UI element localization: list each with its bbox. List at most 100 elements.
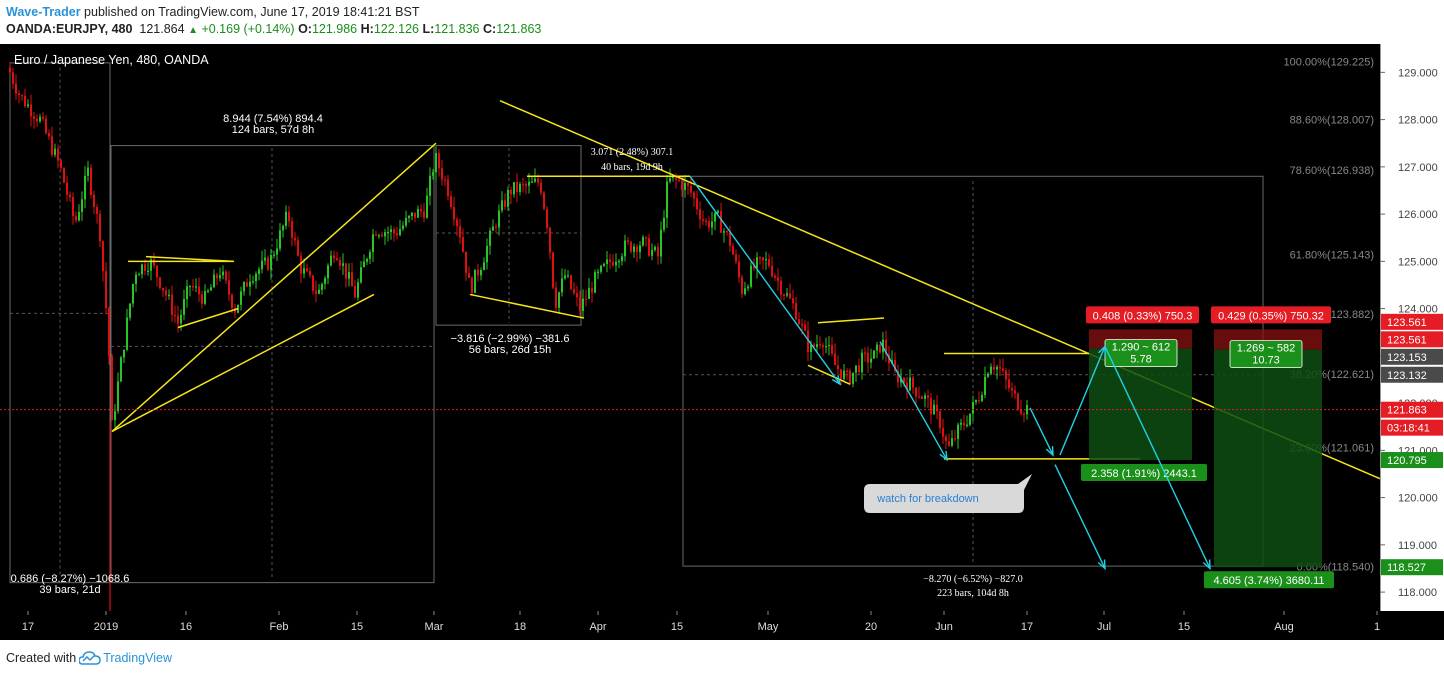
candle-body (624, 240, 626, 257)
candle-body (177, 315, 179, 324)
candle-body (732, 245, 734, 255)
candle-body (399, 228, 401, 236)
candle-body (276, 248, 278, 255)
candle-body (531, 181, 533, 183)
price-chart[interactable]: 129.000 128.000 127.000 126.000 125.000 124.0… (0, 44, 1444, 640)
candle-body (975, 400, 977, 403)
candle-body (996, 366, 998, 370)
candle-body (348, 272, 350, 279)
candle-body (978, 400, 980, 402)
time-tick-label: 15 (671, 621, 683, 633)
price-change: +0.169 (+0.14%) (201, 22, 295, 36)
candle-body (117, 381, 119, 412)
candle-body (450, 196, 452, 208)
candle-body (33, 116, 35, 119)
candle-body (894, 360, 896, 371)
price-tick-label: 129.000 (1398, 67, 1438, 79)
candle-body (153, 259, 155, 266)
candle-body (1005, 370, 1007, 380)
candle-body (159, 277, 161, 288)
tradingview-link[interactable]: TradingView (103, 651, 172, 665)
chart-title: Euro / Japanese Yen, 480, OANDA (14, 53, 209, 67)
candle-body (585, 298, 587, 300)
candle-body (852, 372, 854, 384)
price-tag-bg (1381, 366, 1443, 383)
candle-body (165, 290, 167, 296)
candle-body (561, 278, 563, 293)
candle-body (717, 210, 719, 213)
candle-body (564, 275, 566, 279)
trend-line (111, 142, 437, 433)
candle-body (207, 290, 209, 292)
candle-body (936, 404, 938, 412)
candle-body (24, 95, 26, 107)
time-tick-label: 2019 (94, 621, 118, 633)
candle-body (885, 339, 887, 355)
candle-body (759, 257, 761, 259)
candle-body (78, 211, 80, 221)
trend-line (469, 293, 585, 319)
close-value: 121.863 (496, 22, 542, 36)
candle-body (447, 179, 449, 197)
candle-body (855, 365, 857, 373)
fib-level-label: 61.80%(125.143) (1290, 250, 1374, 262)
candle-body (729, 232, 731, 246)
candle-body (438, 153, 440, 169)
created-with-text: Created with (6, 651, 77, 665)
candle-body (318, 289, 320, 294)
candle-body (630, 241, 632, 252)
candle-body (642, 237, 644, 246)
time-tick-label: May (758, 621, 779, 633)
candle-body (336, 258, 338, 261)
candle-body (18, 93, 20, 96)
projection-arrow (1029, 407, 1054, 456)
candle-body (273, 254, 275, 256)
candle-body (753, 265, 755, 269)
candle-body (180, 314, 182, 324)
candle-body (555, 287, 557, 308)
position-stop-label-bg (1211, 306, 1331, 324)
fib-level-label: 78.60%(126.938) (1290, 165, 1374, 177)
candle-body (204, 291, 206, 304)
candle-body (501, 200, 503, 211)
price-tag: 03:18:41 (1387, 423, 1430, 435)
candle-body (699, 209, 701, 220)
candle-body (66, 182, 68, 195)
position-qty: 10.73 (1252, 355, 1280, 367)
candle-body (657, 247, 659, 257)
candle-body (597, 271, 599, 273)
candle-body (510, 189, 512, 195)
symbol-label: OANDA:EURJPY, 480 (6, 22, 133, 36)
candle-body (174, 314, 176, 317)
candle-body (654, 247, 656, 251)
candle-body (144, 264, 146, 271)
candle-body (756, 257, 758, 269)
candle-body (294, 237, 296, 241)
candle-body (339, 260, 341, 266)
candle-body (780, 280, 782, 295)
time-tick-label: Feb (270, 621, 289, 633)
candle-body (300, 255, 302, 274)
candle-body (960, 422, 962, 425)
price-tick-label: 126.000 (1398, 209, 1438, 221)
candle-body (345, 263, 347, 279)
candle-body (162, 287, 164, 291)
symbol-info: OANDA:EURJPY, 480 121.864 ▲ +0.169 (+0.1… (6, 22, 541, 36)
candle-body (819, 344, 821, 346)
candle-body (486, 245, 488, 263)
candle-body (333, 255, 335, 259)
candle-body (189, 285, 191, 288)
candle-body (627, 240, 629, 242)
published-text: published on TradingView.com, June 17, 2… (80, 5, 420, 19)
candle-body (417, 208, 419, 218)
candle-body (249, 281, 251, 287)
candle-body (816, 344, 818, 348)
measure-label: 8.944 (7.54%) 894.4 (223, 113, 323, 125)
candle-body (591, 288, 593, 293)
publish-info: Wave-Trader published on TradingView.com… (6, 5, 419, 19)
author-link[interactable]: Wave-Trader (6, 5, 81, 19)
candle-body (126, 317, 128, 350)
candle-body (393, 229, 395, 234)
candle-body (636, 246, 638, 253)
candle-body (558, 292, 560, 308)
